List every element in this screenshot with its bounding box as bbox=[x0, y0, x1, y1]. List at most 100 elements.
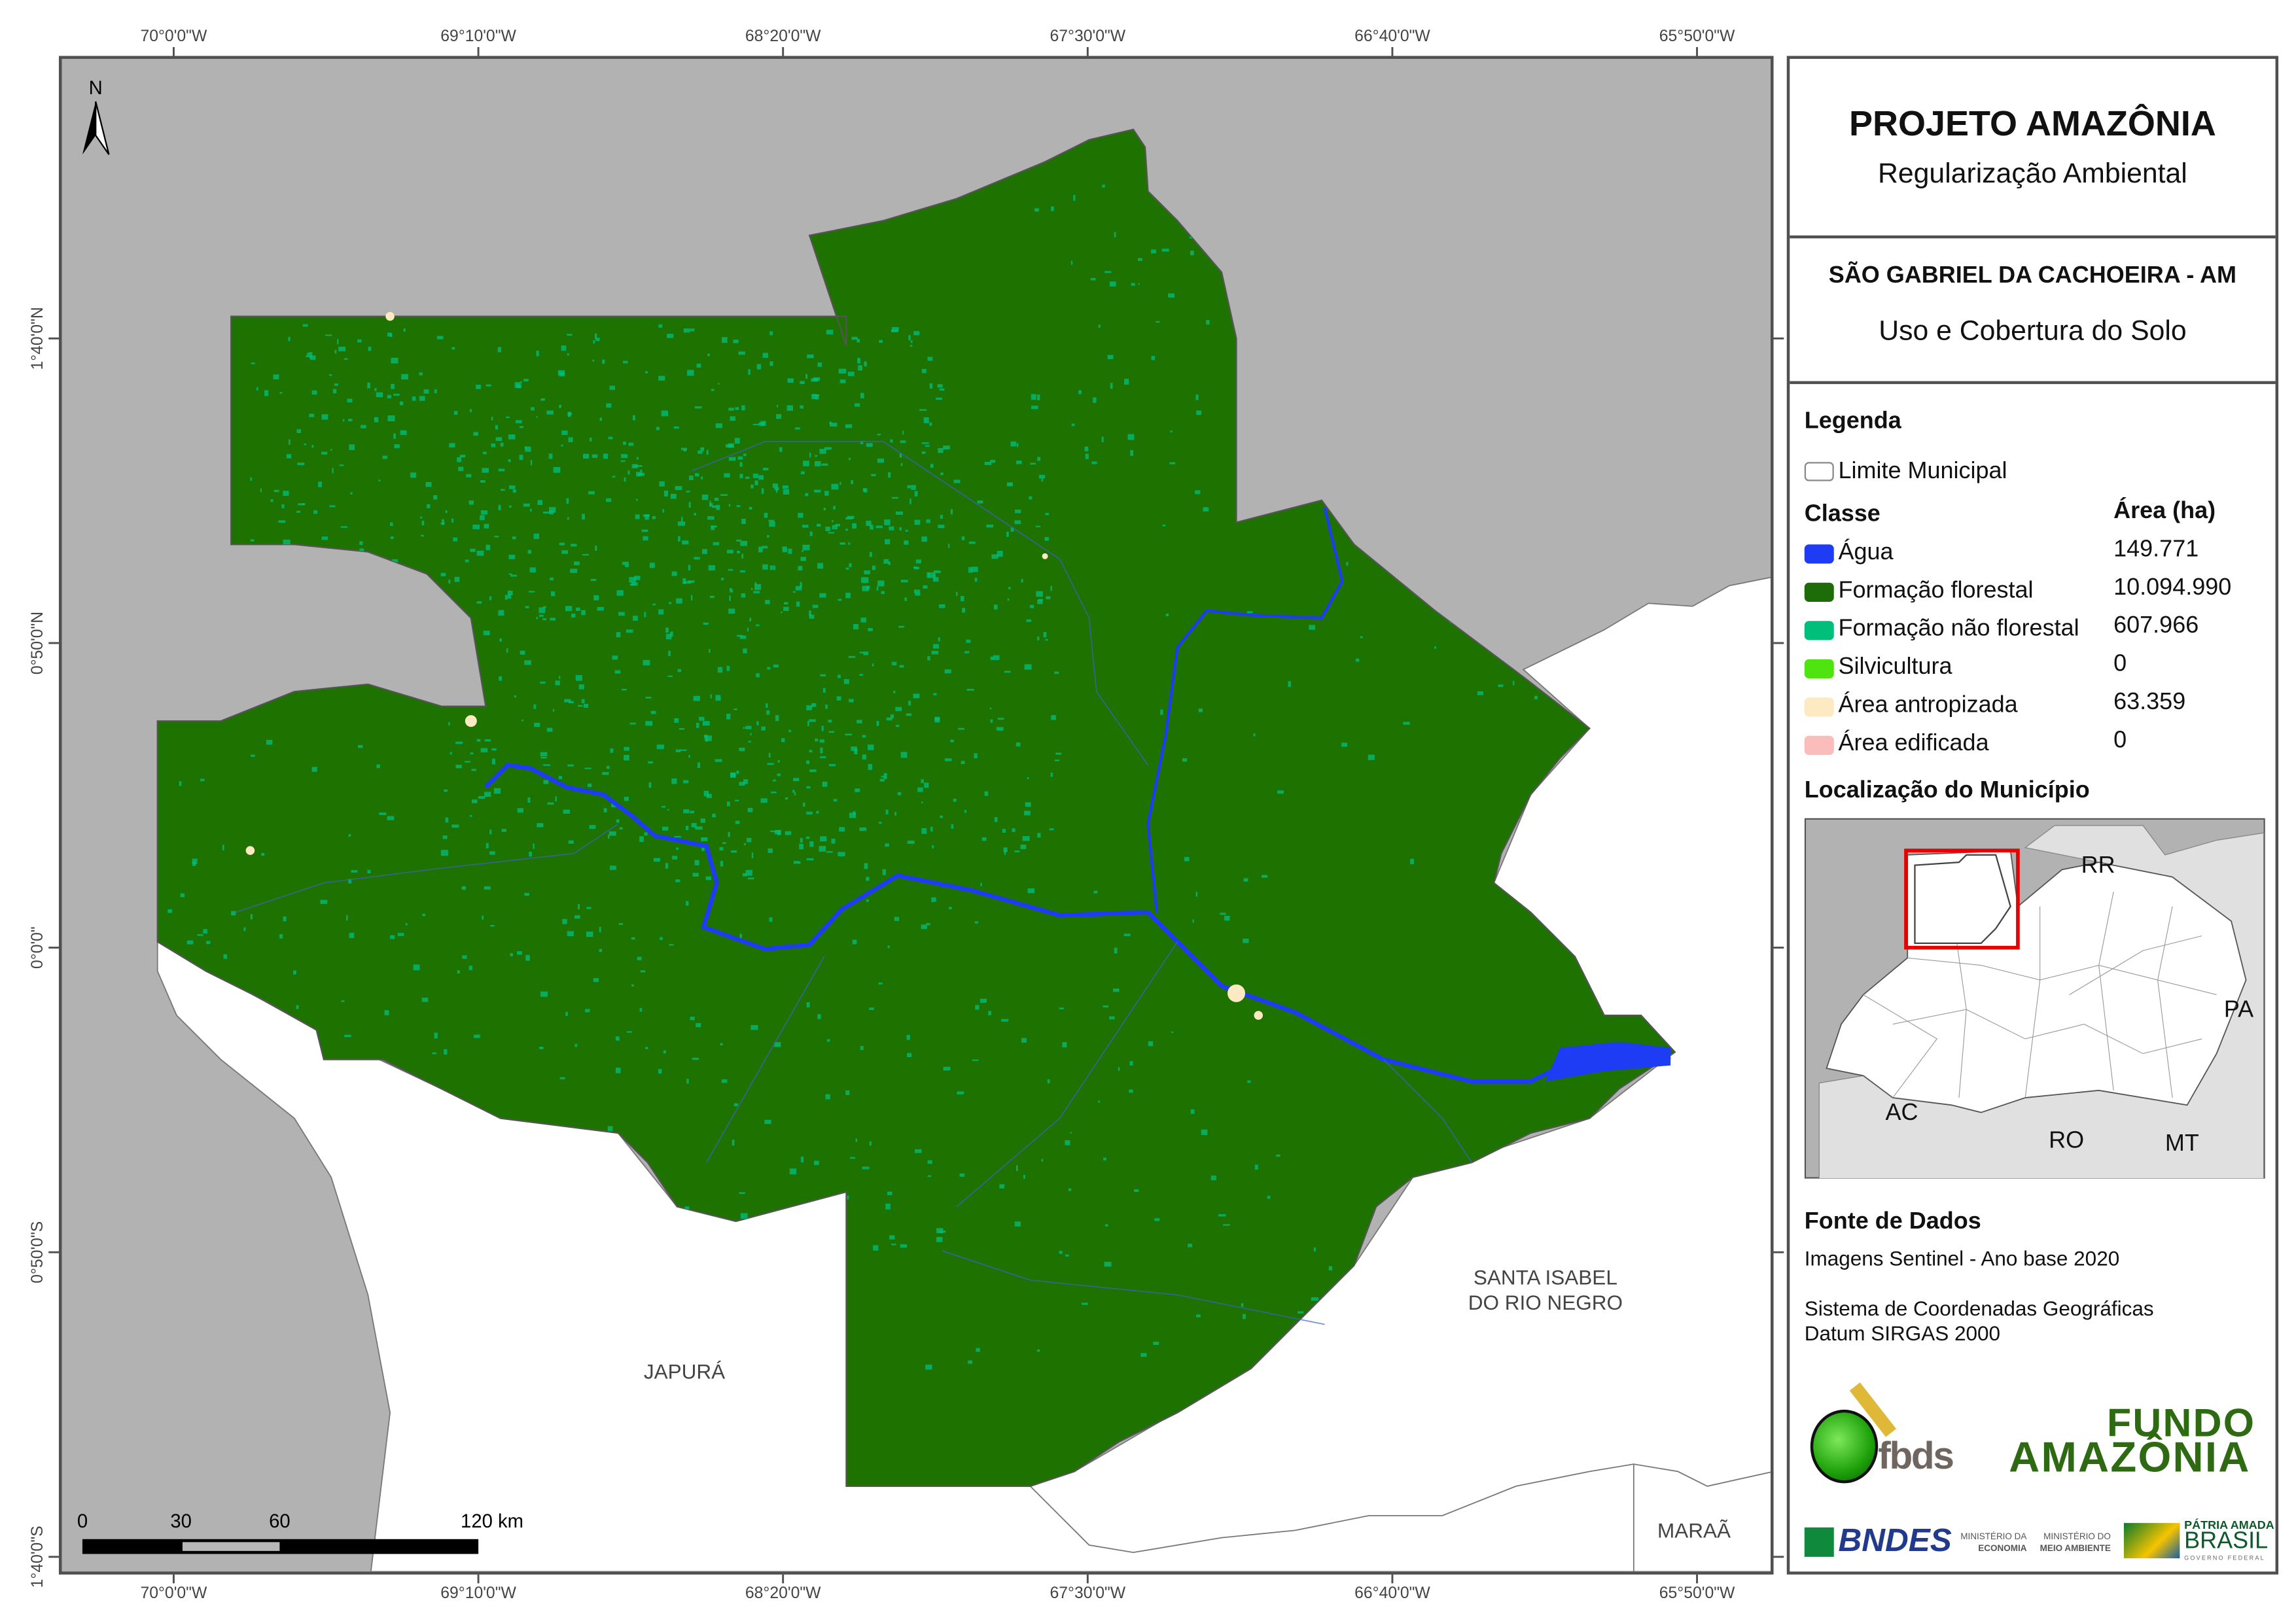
non-forest-patch bbox=[499, 638, 502, 642]
non-forest-patch bbox=[706, 449, 709, 455]
non-forest-patch bbox=[858, 365, 862, 371]
non-forest-patch bbox=[1001, 1019, 1009, 1022]
non-forest-patch bbox=[853, 623, 859, 630]
non-forest-patch bbox=[822, 781, 828, 787]
non-forest-patch bbox=[250, 595, 254, 597]
non-forest-patch bbox=[1190, 1109, 1195, 1114]
non-forest-patch bbox=[766, 535, 769, 538]
non-forest-patch bbox=[696, 1023, 701, 1028]
non-forest-patch bbox=[436, 336, 444, 340]
non-forest-patch bbox=[953, 798, 957, 802]
non-forest-patch bbox=[457, 457, 461, 462]
non-forest-patch bbox=[747, 807, 753, 812]
non-forest-patch bbox=[701, 846, 705, 851]
non-forest-patch bbox=[1029, 604, 1034, 608]
map-theme: Uso e Cobertura do Solo bbox=[1879, 316, 2187, 347]
non-forest-patch bbox=[472, 524, 480, 529]
non-forest-patch bbox=[761, 488, 764, 495]
non-forest-patch bbox=[663, 490, 669, 497]
non-forest-patch bbox=[656, 427, 660, 430]
non-forest-patch bbox=[809, 769, 817, 773]
non-forest-patch bbox=[334, 383, 338, 386]
non-forest-patch bbox=[297, 462, 305, 466]
non-forest-patch bbox=[1047, 1079, 1050, 1084]
rio-negro bbox=[484, 763, 1671, 1084]
non-forest-patch bbox=[958, 727, 965, 730]
non-forest-patch bbox=[279, 934, 283, 939]
non-forest-patch bbox=[869, 1141, 872, 1146]
non-forest-patch bbox=[799, 843, 804, 850]
non-forest-patch bbox=[567, 334, 573, 336]
non-forest-patch bbox=[645, 697, 652, 699]
non-forest-patch bbox=[962, 608, 966, 613]
non-forest-patch bbox=[839, 379, 846, 383]
non-forest-patch bbox=[382, 455, 388, 459]
non-forest-patch bbox=[251, 754, 255, 757]
non-forest-patch bbox=[800, 838, 803, 843]
non-forest-patch bbox=[883, 773, 887, 779]
non-forest-patch bbox=[432, 1052, 437, 1055]
non-forest-patch bbox=[866, 521, 872, 526]
non-forest-patch bbox=[915, 559, 921, 564]
non-forest-patch bbox=[653, 858, 660, 862]
non-forest-patch bbox=[457, 970, 460, 974]
non-forest-patch bbox=[878, 822, 882, 824]
non-forest-patch bbox=[1004, 671, 1011, 673]
non-forest-patch bbox=[960, 596, 964, 602]
non-forest-patch bbox=[838, 599, 842, 601]
non-forest-patch bbox=[802, 525, 809, 528]
non-forest-patch bbox=[347, 419, 353, 422]
non-forest-patch bbox=[940, 515, 943, 519]
non-forest-patch bbox=[961, 761, 965, 765]
non-forest-patch bbox=[1195, 892, 1198, 897]
non-forest-patch bbox=[1298, 1311, 1304, 1314]
non-forest-patch bbox=[349, 444, 355, 451]
non-forest-patch bbox=[805, 836, 810, 839]
non-forest-patch bbox=[873, 1245, 879, 1251]
logo-text: PÁTRIA AMADA bbox=[2184, 1518, 2274, 1532]
non-forest-patch bbox=[864, 488, 868, 493]
non-forest-patch bbox=[828, 720, 832, 723]
non-forest-patch bbox=[661, 410, 669, 417]
non-forest-patch bbox=[1104, 271, 1112, 273]
non-forest-patch bbox=[1523, 621, 1530, 626]
non-forest-patch bbox=[683, 328, 690, 333]
non-forest-patch bbox=[1091, 461, 1097, 464]
non-forest-patch bbox=[756, 673, 760, 678]
non-forest-patch bbox=[851, 746, 857, 752]
non-forest-patch bbox=[811, 703, 817, 707]
non-forest-patch bbox=[788, 729, 791, 733]
non-forest-patch bbox=[685, 901, 689, 906]
non-forest-patch bbox=[357, 339, 362, 343]
non-forest-patch bbox=[1196, 410, 1202, 415]
non-forest-patch bbox=[968, 1360, 972, 1364]
non-forest-patch bbox=[733, 1103, 738, 1107]
location-inset-map bbox=[1804, 818, 2265, 1179]
crs-line: Sistema de Coordenadas Geográficas bbox=[1804, 1296, 2154, 1320]
non-forest-patch bbox=[748, 369, 751, 375]
non-forest-patch bbox=[743, 843, 746, 846]
non-forest-patch bbox=[821, 463, 828, 466]
non-forest-patch bbox=[491, 443, 496, 447]
non-forest-patch bbox=[852, 939, 857, 945]
lon-tick-label: 70°0'0"W bbox=[140, 1584, 207, 1603]
non-forest-patch bbox=[993, 655, 1000, 660]
non-forest-patch bbox=[520, 650, 525, 655]
non-forest-patch bbox=[724, 473, 730, 478]
non-forest-patch bbox=[1161, 249, 1169, 252]
non-forest-patch bbox=[476, 550, 484, 556]
non-forest-patch bbox=[866, 443, 873, 447]
non-forest-patch bbox=[434, 389, 437, 394]
non-forest-patch bbox=[741, 553, 744, 559]
non-forest-patch bbox=[817, 1014, 821, 1019]
non-forest-patch bbox=[387, 332, 392, 337]
ministerio-economia: MINISTÉRIO DA ECONOMIA bbox=[1960, 1532, 2026, 1556]
non-forest-patch bbox=[1127, 434, 1135, 440]
non-forest-patch bbox=[530, 460, 533, 466]
non-forest-patch bbox=[1010, 441, 1017, 447]
non-forest-patch bbox=[868, 744, 874, 750]
non-forest-patch bbox=[891, 497, 899, 499]
inset-municipal-boundaries bbox=[1863, 892, 2217, 1098]
non-forest-patch bbox=[752, 423, 760, 426]
